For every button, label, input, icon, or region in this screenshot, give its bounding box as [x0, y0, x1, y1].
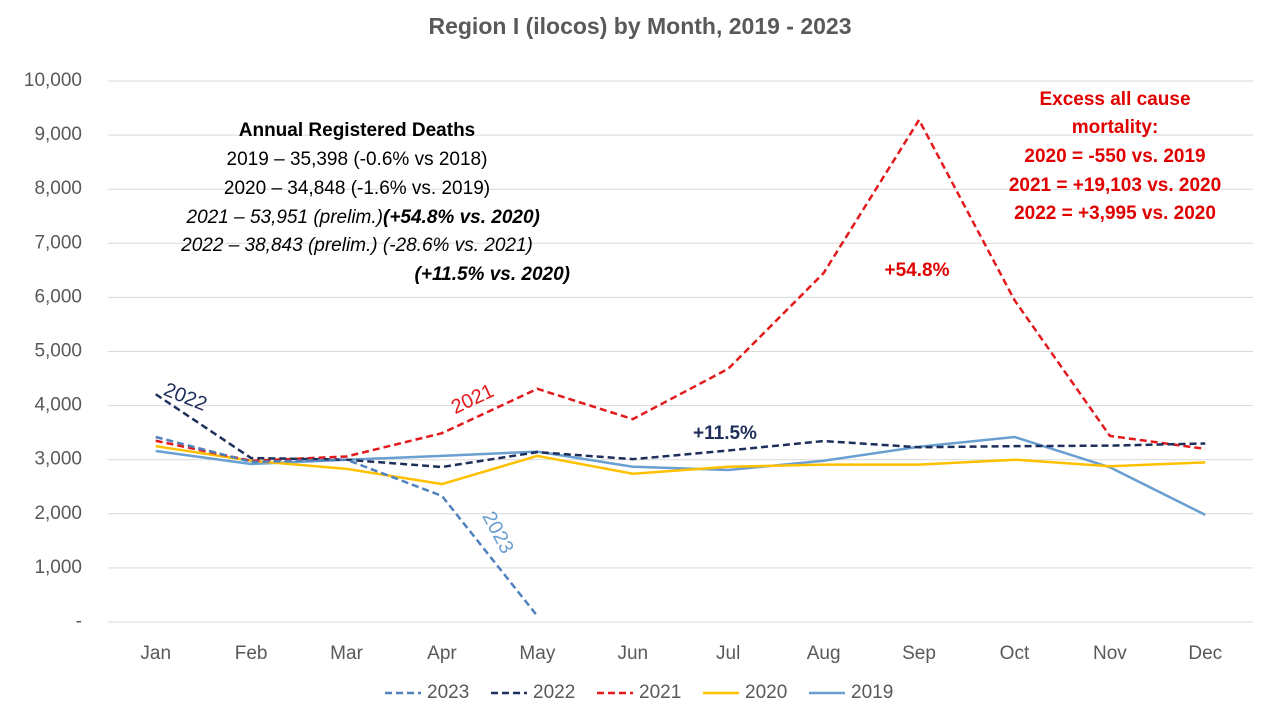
series-line [155, 435, 1206, 517]
annotation: 2021 – 53,951 (prelim.) [186, 207, 383, 228]
annotation: 2021 = +19,103 vs. 2020 [1009, 175, 1221, 196]
x-tick-label: Dec [1188, 643, 1222, 664]
annotation: 2020 – 34,848 (-1.6% vs. 2019) [224, 178, 490, 199]
annotation: Excess all cause [1039, 89, 1190, 110]
x-tick-label: Sep [902, 643, 936, 664]
series-line [155, 435, 539, 617]
annotation: 2022 – 38,843 (prelim.) (-28.6% vs. 2021… [180, 235, 533, 256]
legend-label: 2022 [533, 682, 575, 703]
annotation: Annual Registered Deaths [239, 120, 476, 141]
legend-label: 2021 [639, 682, 681, 703]
y-tick-label: 3,000 [34, 449, 82, 470]
annotation: mortality: [1072, 117, 1159, 138]
legend-label: 2019 [851, 682, 893, 703]
x-tick-label: Jul [716, 643, 740, 664]
grid: - 1,000 2,000 3,000 4,000 5,000 6,000 7,000 8,00… [24, 70, 1253, 664]
series-line [155, 117, 1206, 463]
x-tick-label: Oct [1000, 643, 1030, 664]
annotation: 2019 – 35,398 (-0.6% vs 2018) [227, 149, 488, 170]
x-tick-label: Nov [1093, 643, 1127, 664]
series-label: 2021 [448, 380, 498, 419]
y-tick-label: 8,000 [34, 178, 82, 199]
y-tick-label: 10,000 [24, 70, 82, 91]
legend-label: 2020 [745, 682, 787, 703]
series-line [155, 444, 1206, 486]
x-tick-label: Feb [235, 643, 268, 664]
y-tick-label: - [76, 611, 82, 632]
y-tick-label: 6,000 [34, 286, 82, 307]
annotation: +54.8% [885, 260, 950, 281]
legend-label: 2023 [427, 682, 469, 703]
x-tick-label: Jan [140, 643, 171, 664]
excess-box: Excess all cause mortality: 2020 = -550 … [1009, 89, 1221, 224]
y-tick-label: 7,000 [34, 232, 82, 253]
chart-title: Region I (ilocos) by Month, 2019 - 2023 [428, 13, 851, 39]
annotation: +11.5% [693, 423, 757, 444]
y-tick-label: 5,000 [34, 341, 82, 362]
series-line [155, 393, 1206, 469]
annotation: (+54.8% vs. 2020) [383, 207, 540, 228]
x-tick-label: Mar [330, 643, 363, 664]
legend: 2023 2022 2021 2020 2019 [385, 682, 893, 703]
annual-box: Annual Registered Deaths 2019 – 35,398 (… [180, 120, 570, 285]
series-label: 2022 [161, 379, 211, 416]
y-tick-label: 2,000 [34, 503, 82, 524]
lines [155, 117, 1206, 617]
y-tick-label: 9,000 [34, 124, 82, 145]
annotation: 2020 = -550 vs. 2019 [1024, 146, 1205, 167]
y-tick-label: 1,000 [34, 557, 82, 578]
x-tick-label: May [519, 643, 555, 664]
annotation: (+11.5% vs. 2020) [415, 264, 570, 285]
x-tick-label: Apr [427, 643, 457, 664]
x-tick-label: Aug [807, 643, 841, 664]
annotation: 2022 = +3,995 vs. 2020 [1014, 203, 1216, 224]
y-tick-label: 4,000 [34, 395, 82, 416]
x-tick-label: Jun [617, 643, 648, 664]
